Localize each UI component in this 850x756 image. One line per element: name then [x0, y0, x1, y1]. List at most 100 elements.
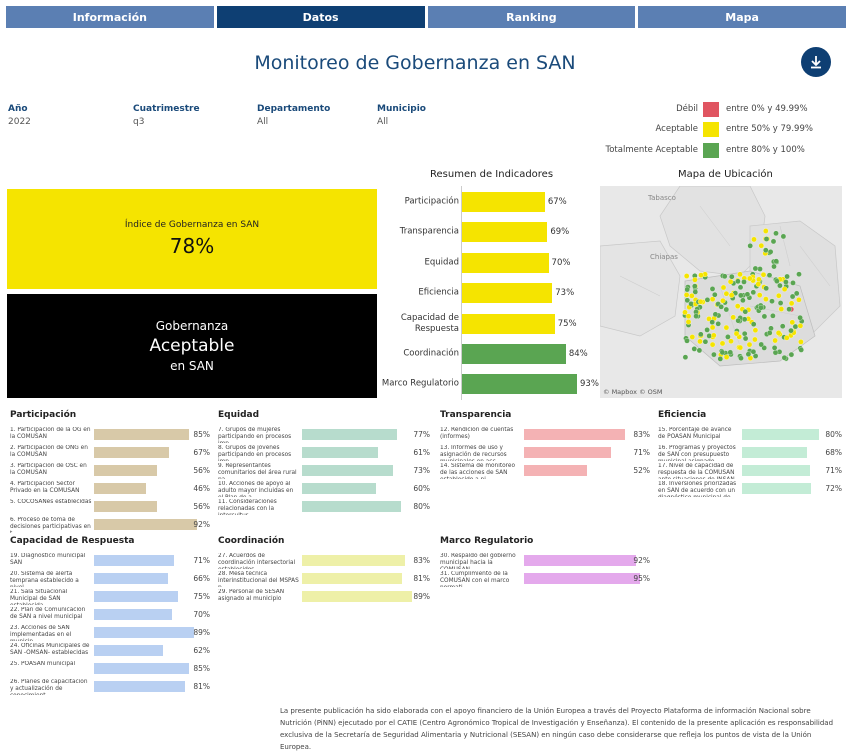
map-marker[interactable]: [784, 273, 790, 280]
map-marker[interactable]: [777, 300, 784, 306]
filter-cuatrimestre[interactable]: Cuatrimestre q3: [133, 104, 200, 127]
indicator-row[interactable]: 10. Acciones de apoyo al adulto mayor in…: [218, 480, 430, 498]
resumen-row[interactable]: Marco Regulatorio 93%: [382, 373, 599, 395]
tab-datos[interactable]: Datos: [216, 6, 425, 28]
indicator-row[interactable]: 4. Participación Sector Privado en la CO…: [10, 480, 210, 498]
map-marker[interactable]: [709, 319, 715, 325]
map-marker[interactable]: [747, 275, 753, 282]
resumen-bar[interactable]: [462, 252, 549, 273]
map-marker[interactable]: [781, 286, 788, 292]
map-marker[interactable]: [711, 332, 717, 339]
indicator-row[interactable]: 15. Porcentaje de avance de POASAN Munic…: [658, 426, 842, 444]
resumen-bar[interactable]: [462, 344, 566, 364]
map-marker[interactable]: [789, 319, 796, 326]
map-marker[interactable]: [709, 341, 716, 348]
map-marker[interactable]: [684, 338, 690, 344]
map-marker[interactable]: [723, 290, 730, 297]
indicator-bar[interactable]: [302, 483, 377, 494]
map-marker[interactable]: [740, 297, 746, 304]
map-marker[interactable]: [719, 340, 726, 347]
map-marker[interactable]: [693, 313, 699, 319]
indicator-row[interactable]: 31. Cumplimiento de la COMUSAN con el ma…: [440, 570, 650, 588]
map-marker[interactable]: [723, 324, 730, 331]
map-marker[interactable]: [756, 276, 762, 283]
map-marker[interactable]: [735, 278, 741, 285]
indicator-row[interactable]: 6. Proceso de toma de decisiones partici…: [10, 516, 210, 534]
map-marker[interactable]: [771, 345, 778, 351]
map-marker[interactable]: [685, 313, 692, 319]
map-marker[interactable]: [776, 292, 782, 299]
map-marker[interactable]: [702, 338, 709, 345]
indicator-bar[interactable]: [302, 465, 393, 476]
map-marker[interactable]: [741, 330, 748, 337]
indicator-bar[interactable]: [742, 429, 819, 440]
map-marker[interactable]: [727, 278, 734, 285]
map-marker[interactable]: [751, 236, 757, 243]
map-marker[interactable]: [750, 348, 757, 355]
map-marker[interactable]: [774, 278, 780, 284]
map-marker[interactable]: [738, 355, 744, 361]
map-marker[interactable]: [763, 247, 769, 253]
indicator-bar[interactable]: [524, 555, 637, 566]
location-map[interactable]: Tabasco Chiapas © Mapbox © OSM: [600, 186, 842, 398]
indicator-bar[interactable]: [94, 483, 146, 494]
map-marker[interactable]: [797, 323, 804, 329]
resumen-bar[interactable]: [462, 313, 555, 334]
resumen-bar[interactable]: [462, 222, 548, 243]
map-marker[interactable]: [797, 314, 803, 321]
map-marker[interactable]: [758, 304, 764, 311]
indicator-row[interactable]: 24. Oficinas Municipales de SAN -OMSAN- …: [10, 642, 210, 660]
map-marker[interactable]: [720, 284, 727, 291]
map-marker[interactable]: [737, 344, 744, 351]
map-marker[interactable]: [755, 281, 762, 287]
map-marker[interactable]: [684, 297, 691, 304]
map-marker[interactable]: [692, 277, 698, 283]
map-marker[interactable]: [788, 351, 795, 358]
resumen-row[interactable]: Eficiencia 73%: [390, 282, 595, 304]
tab-ranking[interactable]: Ranking: [427, 6, 636, 28]
map-marker[interactable]: [728, 338, 734, 344]
indicator-row[interactable]: 9. Representantes comunitarios del área …: [218, 462, 430, 480]
indicator-row[interactable]: 7. Grupos de mujeres participando en pro…: [218, 426, 430, 444]
map-marker[interactable]: [706, 333, 712, 339]
indicator-row[interactable]: 8. Grupos de jóvenes participando en pro…: [218, 444, 430, 462]
map-marker[interactable]: [682, 309, 688, 316]
map-marker[interactable]: [730, 314, 736, 321]
indicator-row[interactable]: 23. Acciones de SAN implementadas en el …: [10, 624, 210, 642]
map-marker[interactable]: [734, 303, 741, 309]
indicator-row[interactable]: 14. Sistema de monitoreo de las acciones…: [440, 462, 650, 480]
map-marker[interactable]: [742, 335, 749, 342]
indicator-row[interactable]: 19. Diagnóstico municipal SAN 71%: [10, 552, 210, 570]
map-marker[interactable]: [742, 308, 749, 315]
map-marker[interactable]: [756, 292, 763, 298]
map-marker[interactable]: [784, 335, 790, 341]
map-marker[interactable]: [712, 291, 718, 298]
indicator-bar[interactable]: [94, 663, 190, 674]
indicator-bar[interactable]: [94, 627, 194, 638]
indicator-bar[interactable]: [524, 465, 588, 476]
map-marker[interactable]: [796, 271, 802, 277]
map-marker[interactable]: [745, 351, 752, 357]
indicator-row[interactable]: 16. Programas y proyectos de SAN con pre…: [658, 444, 842, 462]
indicator-row[interactable]: 13. Informes de uso y asignación de recu…: [440, 444, 650, 462]
indicator-bar[interactable]: [742, 447, 808, 458]
indicator-bar[interactable]: [742, 465, 811, 476]
map-marker[interactable]: [715, 321, 721, 327]
indicator-bar[interactable]: [94, 519, 198, 530]
map-marker[interactable]: [709, 286, 716, 292]
map-marker[interactable]: [763, 228, 769, 234]
map-marker[interactable]: [760, 271, 767, 278]
map-marker[interactable]: [778, 306, 785, 312]
indicator-bar[interactable]: [94, 609, 173, 620]
map-marker[interactable]: [691, 346, 698, 352]
indicator-row[interactable]: 25. POASAN municipal 85%: [10, 660, 210, 678]
map-marker[interactable]: [682, 354, 689, 360]
map-marker[interactable]: [769, 298, 775, 304]
map-markers[interactable]: [682, 228, 805, 362]
map-marker[interactable]: [697, 298, 704, 305]
map-marker[interactable]: [752, 336, 758, 343]
map-marker[interactable]: [737, 271, 743, 278]
indicator-row[interactable]: 22. Plan de Comunicación de SAN a nivel …: [10, 606, 210, 624]
map-marker[interactable]: [704, 297, 711, 303]
map-marker[interactable]: [772, 337, 778, 344]
